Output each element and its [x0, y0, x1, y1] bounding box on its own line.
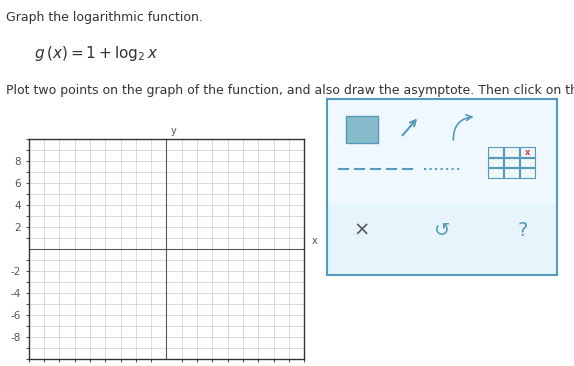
Bar — [520, 168, 535, 178]
Text: ⬜: ⬜ — [356, 122, 367, 139]
Text: ?: ? — [517, 221, 528, 240]
Text: Plot two points on the graph of the function, and also draw the asymptote. Then : Plot two points on the graph of the func… — [6, 84, 574, 97]
Bar — [504, 158, 519, 167]
Bar — [488, 147, 503, 157]
Bar — [327, 204, 557, 274]
Text: ×: × — [354, 221, 370, 240]
Bar — [520, 158, 535, 167]
Text: ↺: ↺ — [434, 221, 450, 240]
Text: Graph the logarithmic function.: Graph the logarithmic function. — [6, 11, 203, 24]
Polygon shape — [346, 116, 378, 143]
Bar — [488, 158, 503, 167]
Text: $g\,(x) = 1 + \log_2 x$: $g\,(x) = 1 + \log_2 x$ — [34, 44, 159, 63]
Text: y: y — [171, 126, 177, 136]
Bar — [504, 147, 519, 157]
Bar — [520, 147, 535, 157]
Text: x: x — [312, 236, 317, 246]
Text: x: x — [525, 147, 530, 157]
Bar — [504, 168, 519, 178]
Bar — [488, 168, 503, 178]
